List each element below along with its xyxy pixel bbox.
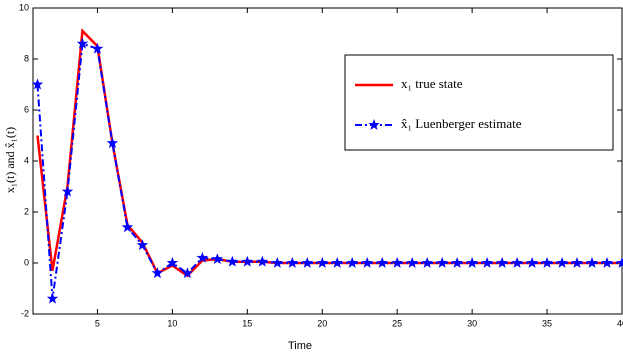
star-marker [136,239,149,250]
x-tick-label: 10 [167,318,177,328]
x-tick-label: 15 [242,318,252,328]
star-marker [616,257,623,268]
star-marker [106,137,119,148]
y-tick-label: 8 [24,53,29,63]
legend-label: x̂₁ Luenberger estimate [401,116,522,131]
star-marker [241,255,253,267]
y-tick-label: 10 [19,2,29,12]
x-tick-label: 20 [317,318,327,328]
series-line [36,28,622,278]
star-marker [196,251,209,263]
x-tick-label: 30 [467,318,477,328]
x-axis-label: Time [288,340,312,352]
star-marker [166,257,179,268]
x-tick-label: 5 [95,318,100,328]
star-marker [301,257,313,268]
star-marker [316,257,328,268]
star-marker [511,257,523,268]
star-marker [91,42,104,54]
star-marker [466,257,478,268]
star-marker [121,221,134,233]
star-marker [571,257,583,268]
star-marker [376,257,388,268]
star-marker [451,257,463,268]
legend-label: x₁ true state [401,76,463,91]
star-marker [256,255,268,267]
star-marker [481,257,493,268]
y-tick-label: 6 [24,104,29,114]
y-tick-label: 0 [24,257,29,267]
star-marker [286,257,298,268]
star-marker [586,257,598,268]
star-marker [151,267,164,279]
y-tick-label: -2 [21,308,29,318]
star-marker [31,78,44,90]
star-marker [346,257,358,268]
star-marker [61,185,74,197]
y-tick-label: 4 [24,155,29,165]
star-marker [76,37,89,49]
legend-marker [368,119,380,130]
star-marker [601,257,613,268]
star-marker [271,257,283,268]
x-tick-label: 25 [392,318,402,328]
star-marker [436,257,448,268]
plot-frame [32,7,623,315]
y-axis-label: x₁(t) and x̂₁(t) [3,127,17,193]
y-tick-label: 2 [24,206,29,216]
star-marker [361,257,373,268]
star-marker [391,257,403,268]
star-marker [181,267,194,279]
star-marker [331,257,343,268]
x-tick-label: 35 [542,318,552,328]
star-marker [406,257,418,268]
star-marker [526,257,538,268]
legend-box [344,54,614,151]
x-tick-label: 40 [617,318,623,328]
star-marker [46,292,59,304]
star-marker [541,257,553,268]
star-marker [496,257,508,268]
star-marker [211,253,223,264]
star-marker [556,257,568,268]
series-line [36,42,622,299]
star-marker [421,257,433,268]
star-marker [226,255,238,267]
